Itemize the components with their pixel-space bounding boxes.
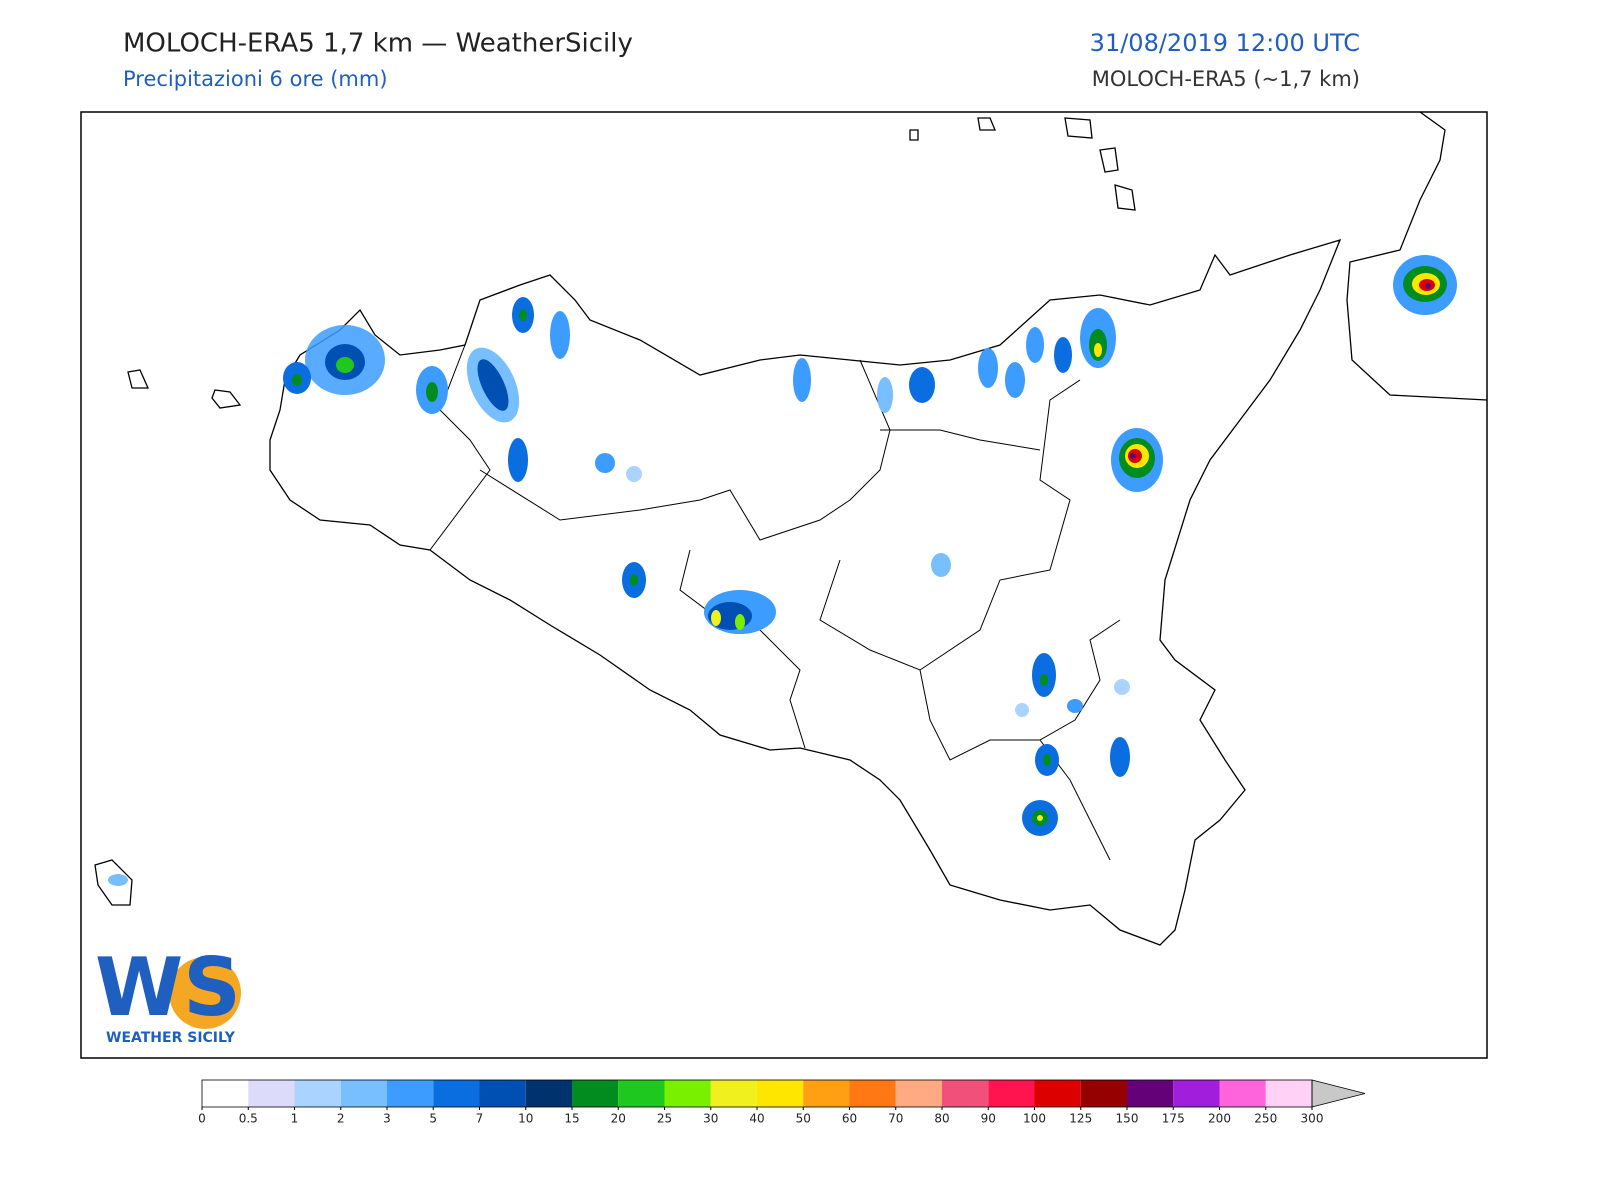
colorbar-tick-label: 175 <box>1162 1112 1185 1126</box>
colorbar-swatch <box>803 1080 850 1107</box>
colorbar-tick-label: 10 <box>518 1112 533 1126</box>
colorbar-swatch <box>248 1080 295 1107</box>
colorbar-swatch <box>1127 1080 1174 1107</box>
colorbar-swatch <box>988 1080 1035 1107</box>
colorbar-swatch <box>1173 1080 1220 1107</box>
title: MOLOCH-ERA5 1,7 km — WeatherSicily <box>123 29 633 59</box>
colorbar-extend <box>1311 1079 1366 1108</box>
colorbar-tick-label: 300 <box>1301 1112 1324 1126</box>
colorbar-tick-label: 20 <box>611 1112 626 1126</box>
colorbar-swatch <box>849 1080 896 1107</box>
colorbar-tick-label: 150 <box>1116 1112 1139 1126</box>
colorbar-swatch <box>525 1080 572 1107</box>
colorbar-tick-label: 0 <box>198 1112 206 1126</box>
islands <box>94 117 1136 906</box>
colorbar-swatch <box>340 1080 387 1107</box>
colorbar-swatch <box>942 1080 989 1107</box>
colorbar-swatch <box>479 1080 526 1107</box>
colorbar-tick-label: 90 <box>981 1112 996 1126</box>
model-label: MOLOCH-ERA5 (~1,7 km) <box>1092 67 1360 91</box>
colorbar-tick-label: 3 <box>383 1112 391 1126</box>
subtitle: Precipitazioni 6 ore (mm) <box>123 67 388 91</box>
colorbar-swatch <box>433 1080 480 1107</box>
colorbar-tick-label: 50 <box>796 1112 811 1126</box>
colorbar-tick-label: 40 <box>749 1112 764 1126</box>
sicily-coast <box>269 238 1342 946</box>
colorbar-swatch <box>710 1080 757 1107</box>
colorbar-swatch <box>294 1080 341 1107</box>
colorbar: 0 0.5 1 2 3 5 7 10 15 20 25 30 40 50 60 70 80 90 100 125 150… <box>198 1079 1366 1126</box>
colorbar-tick-label: 100 <box>1023 1112 1046 1126</box>
map: WS WEATHER SICILY <box>80 111 1488 1059</box>
colorbar-tick-label: 60 <box>842 1112 857 1126</box>
logo-name: WEATHER SICILY <box>106 1030 236 1046</box>
map-frame <box>80 111 1488 1059</box>
colorbar-tick-label: 2 <box>337 1112 345 1126</box>
colorbar-tick-label: 125 <box>1069 1112 1092 1126</box>
colorbar-tick-label: 0.5 <box>239 1112 258 1126</box>
colorbar-swatch <box>895 1080 942 1107</box>
calabria-coast <box>1346 112 1487 401</box>
colorbar-tick-label: 25 <box>657 1112 672 1126</box>
colorbar-swatch <box>618 1080 665 1107</box>
datetime: 31/08/2019 12:00 UTC <box>1090 29 1360 57</box>
colorbar-swatch <box>664 1080 711 1107</box>
logo-initials: WS <box>95 941 241 1034</box>
precipitation-cells <box>108 255 1457 886</box>
colorbar-tick-label: 5 <box>429 1112 437 1126</box>
colorbar-tick-label: 15 <box>564 1112 579 1126</box>
colorbar-swatch <box>202 1080 249 1107</box>
colorbar-swatch <box>1080 1080 1127 1107</box>
colorbar-tick-label: 30 <box>703 1112 718 1126</box>
colorbar-swatch <box>387 1080 434 1107</box>
colorbar-tick-label: 7 <box>476 1112 484 1126</box>
logo: WS WEATHER SICILY <box>95 941 241 1046</box>
colorbar-swatch <box>1034 1080 1081 1107</box>
colorbar-swatch <box>757 1080 804 1107</box>
colorbar-tick-label: 70 <box>888 1112 903 1126</box>
colorbar-tick-label: 250 <box>1254 1112 1277 1126</box>
colorbar-swatch <box>1265 1080 1312 1107</box>
logo-sun <box>169 957 241 1029</box>
colorbar-tick-label: 80 <box>934 1112 949 1126</box>
colorbar-tick-label: 200 <box>1208 1112 1231 1126</box>
colorbar-swatch <box>1219 1080 1266 1107</box>
colorbar-tick-label: 1 <box>291 1112 299 1126</box>
colorbar-swatch <box>572 1080 619 1107</box>
